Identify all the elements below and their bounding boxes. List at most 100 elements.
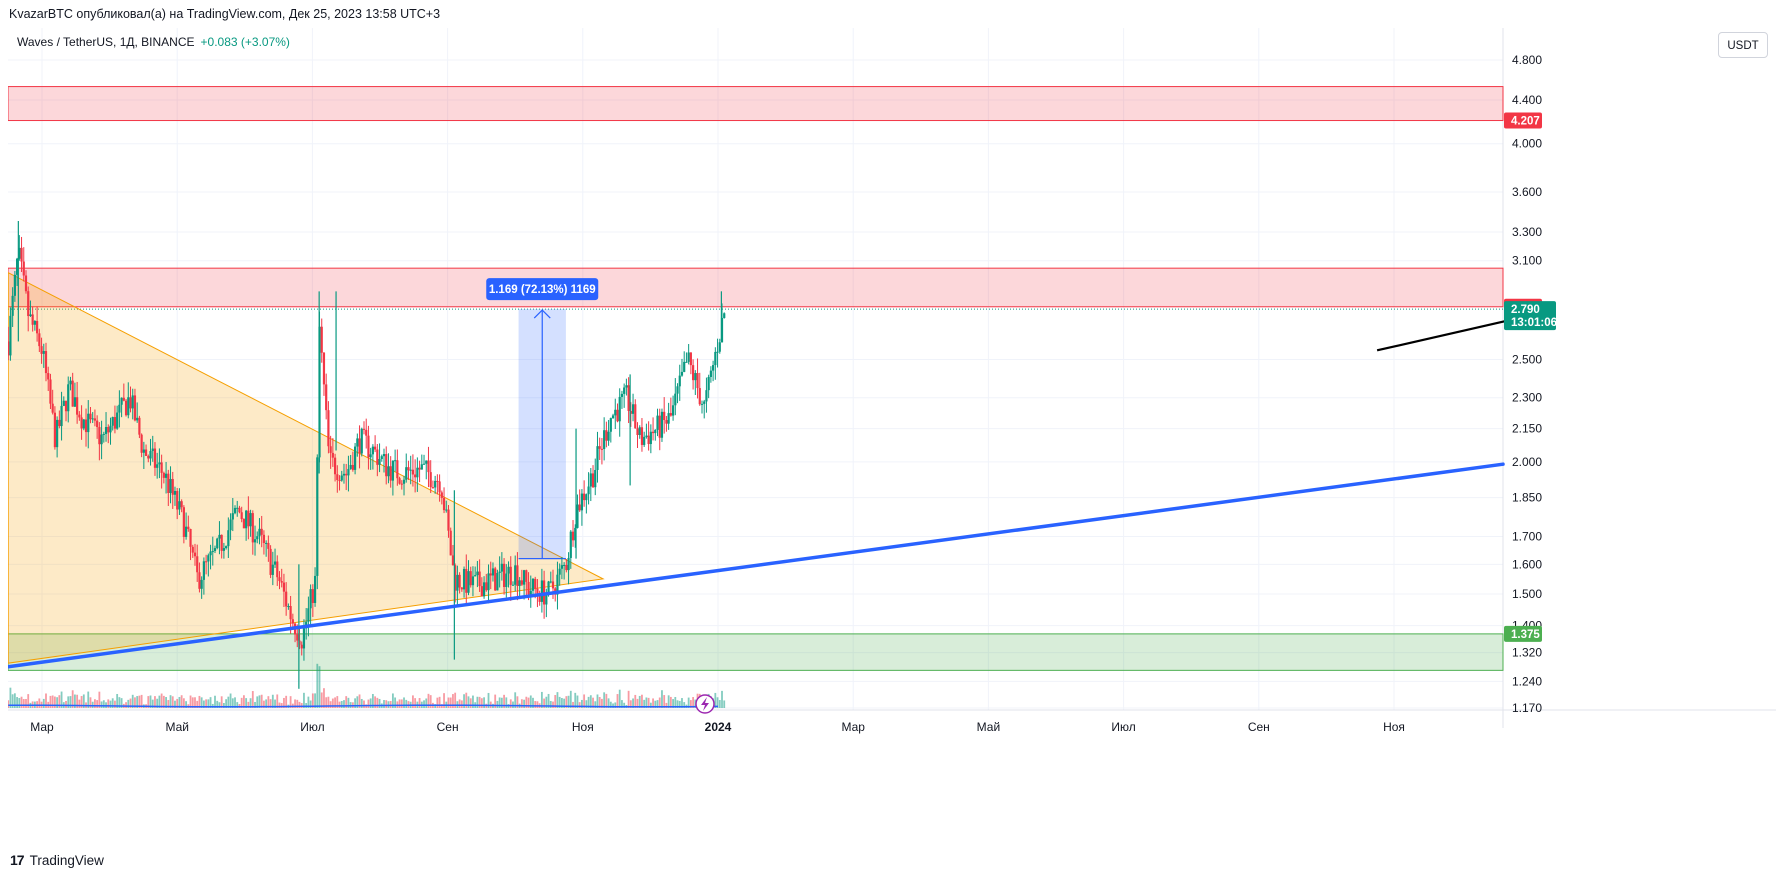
volume-bar: [460, 700, 463, 708]
volume-bar: [300, 703, 303, 708]
volume-bar: [91, 701, 94, 708]
candle-body: [391, 460, 394, 481]
volume-bar: [627, 690, 630, 708]
countdown-label: 13:01:06: [1511, 317, 1557, 329]
candle-body: [124, 400, 128, 416]
volume-bar: [107, 699, 110, 708]
volume-bar: [400, 699, 403, 708]
volume-bar: [102, 700, 105, 708]
candle-body: [496, 572, 499, 591]
candle-body: [594, 470, 597, 488]
candle-body: [307, 608, 310, 622]
candle-body: [9, 315, 12, 356]
time-axis[interactable]: Мар Май Июл Сен Ноя 2024 Мар Май Июл Сен Ноя: [30, 720, 1405, 734]
price-chart[interactable]: 1.169 (72.13%) 1169 4.800 4.400 4.000 3.600…: [8, 28, 1776, 844]
ascending-trendline[interactable]: [8, 462, 1505, 669]
candle-body: [178, 501, 181, 510]
volume-bar: [256, 696, 259, 708]
volume-bar: [158, 695, 161, 708]
candle-body: [302, 628, 306, 649]
volume-bar: [569, 690, 572, 708]
volume-bar: [305, 703, 308, 708]
volume-bar: [169, 695, 172, 708]
volume-bar: [27, 694, 30, 708]
volume-bar: [438, 696, 441, 708]
candle-body: [436, 480, 439, 482]
volume-bar: [245, 698, 248, 708]
candle-body: [58, 419, 61, 427]
candle-body: [29, 314, 32, 317]
currency-button[interactable]: USDT: [1718, 32, 1768, 58]
arrow-line[interactable]: [1376, 314, 1530, 352]
candle-body: [500, 563, 503, 572]
candle-body: [614, 409, 617, 416]
symbol-title[interactable]: Waves / TetherUS, 1Д, BINANCE: [17, 35, 195, 49]
candle-body: [78, 414, 81, 418]
volume-bar: [345, 696, 348, 708]
volume-bar: [525, 696, 528, 708]
price-tick-label: 3.100: [1512, 254, 1542, 268]
volume-bar: [496, 700, 499, 708]
candle-body: [342, 473, 346, 476]
volume-bar: [58, 695, 61, 708]
volume-bar: [82, 694, 85, 708]
candle-body: [580, 493, 584, 511]
volume-bar: [269, 699, 272, 708]
volume-bar: [398, 699, 401, 708]
volume-bar: [207, 699, 210, 708]
volume-bar: [185, 701, 187, 708]
volume-bar: [18, 697, 21, 708]
candle-body: [44, 351, 48, 374]
candle-body: [67, 384, 70, 412]
candle-body: [607, 431, 610, 441]
volume-bar: [191, 697, 194, 708]
price-tick-label: 2.300: [1512, 391, 1542, 405]
volume-bar: [94, 699, 96, 708]
volume-bar: [645, 697, 648, 708]
tradingview-brand[interactable]: 17 TradingView: [10, 850, 104, 870]
resistance-zone[interactable]: [8, 86, 1504, 122]
time-tick-label: Мар: [841, 720, 865, 734]
lightning-indicator-icon[interactable]: [695, 694, 715, 714]
volume-bar: [196, 700, 199, 708]
resistance-zone[interactable]: [8, 267, 1504, 308]
symbol-legend: Waves / TetherUS, 1Д, BINANCE +0.083 (+3.…: [17, 34, 290, 50]
volume-bar: [378, 698, 381, 708]
candle-body: [313, 575, 317, 603]
volume-bar: [25, 698, 27, 708]
candle-body: [336, 474, 339, 481]
volume-bar: [267, 696, 270, 708]
volume-bar: [265, 699, 268, 708]
candle-body: [325, 384, 328, 411]
volume-bar: [641, 694, 643, 708]
candle-body: [149, 451, 152, 459]
candle-body: [182, 507, 185, 537]
volume-bar: [465, 692, 468, 708]
candle-body: [345, 473, 348, 476]
volume-bar: [687, 697, 690, 708]
volume-bar: [587, 696, 590, 708]
time-tick-label: Ноя: [1383, 720, 1405, 734]
candle-body: [371, 446, 374, 455]
candle-body: [260, 528, 263, 535]
candle-body: [549, 581, 552, 583]
candle-body: [53, 412, 56, 448]
volume-bar: [294, 699, 296, 708]
candle-body: [587, 486, 590, 495]
price-tick-label: 1.240: [1512, 674, 1542, 688]
candle-body: [100, 434, 103, 445]
candle-body: [454, 565, 457, 591]
candle-body: [122, 397, 125, 401]
candle-body: [618, 396, 621, 422]
candle-body: [658, 415, 661, 438]
volume-bar: [307, 696, 310, 708]
candle-body: [400, 483, 403, 485]
volume-bar: [540, 691, 543, 708]
support-zone[interactable]: [8, 633, 1504, 671]
candle-body: [694, 373, 697, 381]
candle-body: [683, 361, 686, 372]
trendline[interactable]: [8, 462, 1505, 669]
candle-body: [147, 455, 150, 459]
price-axis[interactable]: 4.800 4.400 4.000 3.600 3.300 3.100 2.500 2.300…: [1512, 53, 1542, 715]
price-range-measure[interactable]: 1.169 (72.13%) 1169: [486, 278, 599, 560]
